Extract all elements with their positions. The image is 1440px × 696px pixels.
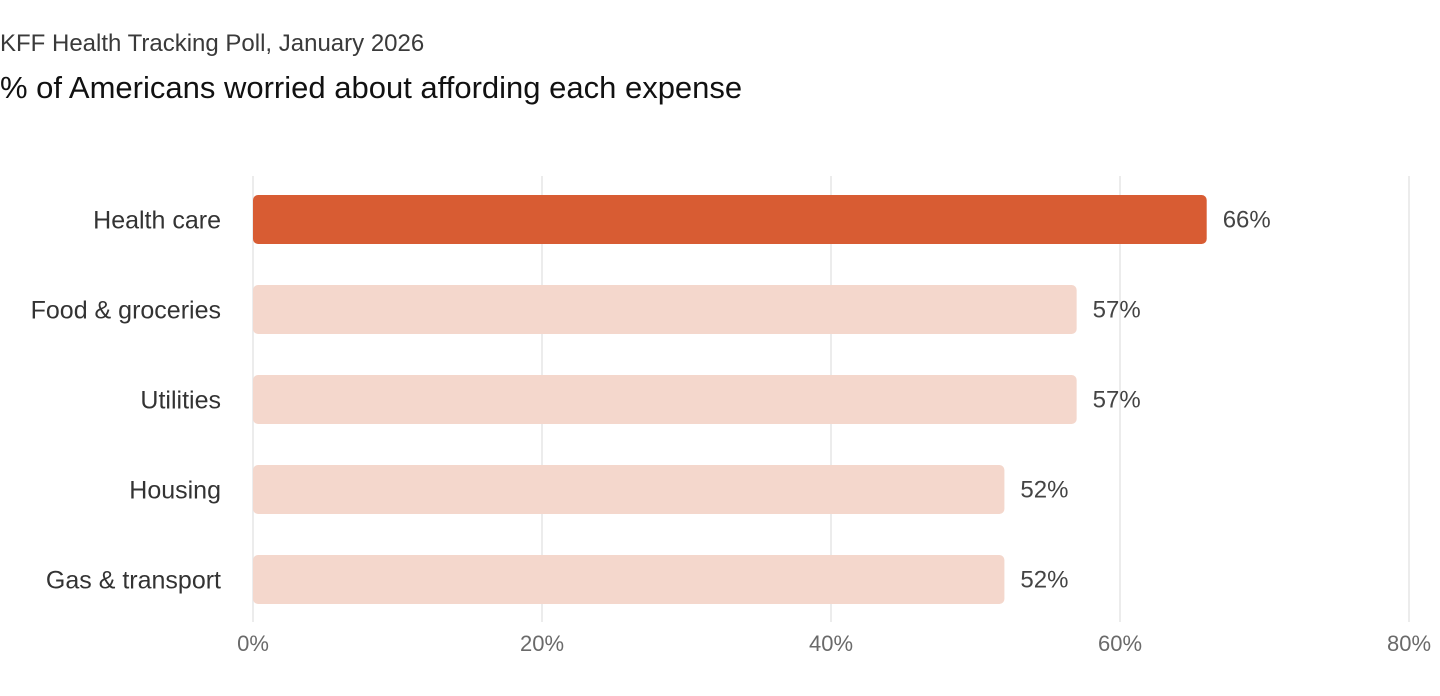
x-tick-label: 80% [1387, 631, 1431, 656]
value-label: 57% [1093, 297, 1141, 324]
category-label: Health care [93, 207, 221, 235]
bar [253, 555, 1005, 604]
x-tick-label: 60% [1098, 631, 1142, 656]
value-label: 57% [1093, 387, 1141, 414]
category-label: Food & groceries [31, 297, 221, 325]
value-label: 52% [1020, 567, 1068, 594]
bars [253, 195, 1207, 604]
chart-source-subtitle: KFF Health Tracking Poll, January 2026 [0, 30, 425, 57]
category-label: Housing [129, 477, 221, 505]
x-tick-label: 0% [237, 631, 269, 656]
bar [253, 375, 1077, 424]
category-label: Gas & transport [46, 567, 221, 595]
chart-title: % of Americans worried about affording e… [0, 70, 743, 105]
bar [253, 285, 1077, 334]
bar [253, 195, 1207, 244]
x-tick-label: 40% [809, 631, 853, 656]
category-label: Utilities [140, 387, 221, 415]
labels: 0% 20% 40% 60% 80% Health care 66% Food & groce… [31, 207, 1431, 657]
value-label: 66% [1223, 207, 1271, 234]
value-label: 52% [1020, 477, 1068, 504]
bar [253, 465, 1005, 514]
x-tick-label: 20% [520, 631, 564, 656]
